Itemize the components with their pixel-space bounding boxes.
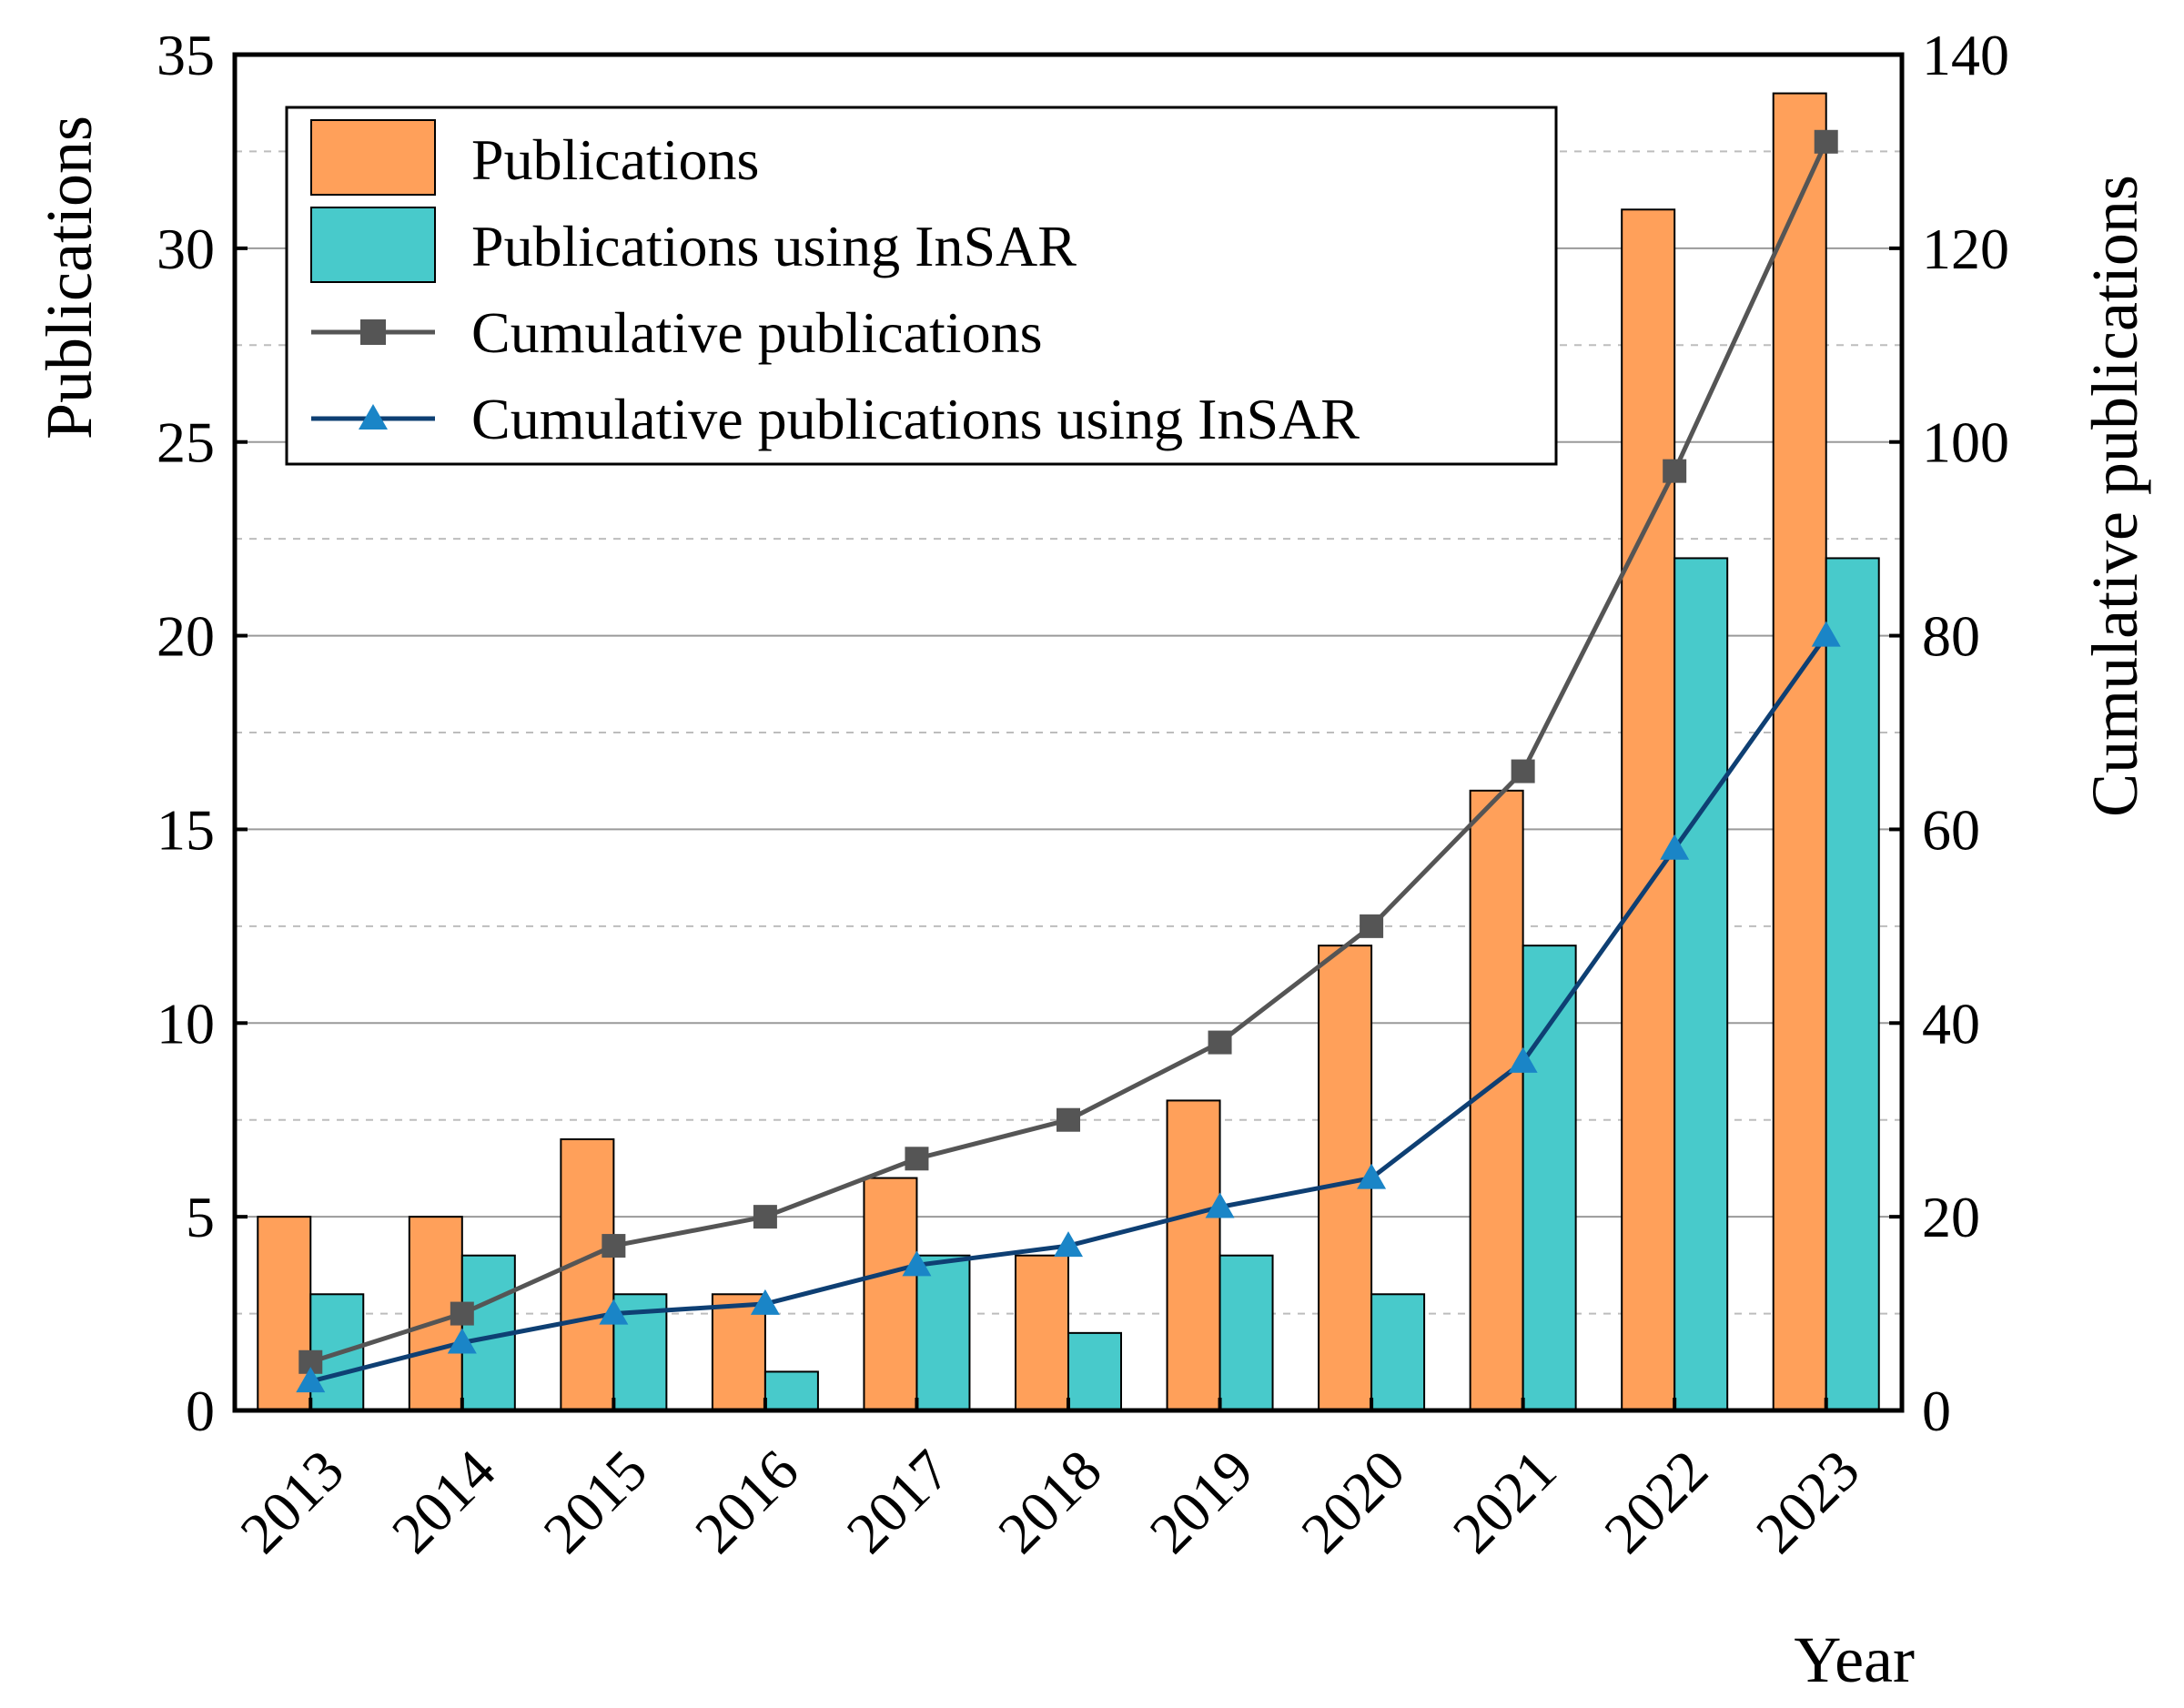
marker-cumulative-insar-2017 <box>902 1250 932 1277</box>
marker-cumulative-2019 <box>1208 1030 1232 1055</box>
y-tick-labels-left: 0 5 10 15 20 25 30 35 <box>157 23 215 1443</box>
bar-publications-insar-2016 <box>763 1370 819 1412</box>
bar-publications-2015 <box>560 1138 615 1411</box>
y-tick-label-left: 15 <box>157 797 215 862</box>
y-tick-label-left: 5 <box>186 1185 215 1249</box>
bar-publications-2022 <box>1621 208 1676 1411</box>
bar-publications-insar-2023 <box>1825 557 1880 1411</box>
legend-frame <box>285 106 1558 466</box>
marker-cumulative-2014 <box>450 1301 474 1326</box>
bar-publications-2023 <box>1772 92 1827 1412</box>
legend-label-publications-insar: Publications using InSAR <box>471 214 1077 278</box>
marker-cumulative-2016 <box>753 1205 777 1229</box>
legend-label-cumulative: Cumulative publications <box>471 300 1042 365</box>
x-tick-label-2016: 2016 <box>682 1438 811 1566</box>
bar-publications-insar-2020 <box>1370 1293 1426 1412</box>
marker-cumulative-2022 <box>1663 459 1687 483</box>
legend-swatch-publications <box>310 119 436 196</box>
marker-cumulative-insar-2023 <box>1811 621 1841 647</box>
x-tick-label-2022: 2022 <box>1592 1438 1720 1566</box>
legend-label-publications: Publications <box>471 127 759 192</box>
y-tick-label-left: 35 <box>157 23 215 87</box>
legend: Publications Publications using InSAR Cu… <box>285 106 1558 466</box>
marker-cumulative-2015 <box>602 1234 626 1258</box>
bars <box>257 92 1880 1412</box>
x-tick-labels: 2013 2014 2015 2016 2017 2018 2019 2020 2021 2022… <box>228 1438 1871 1566</box>
marker-cumulative-insar-2021 <box>1508 1046 1538 1073</box>
marker-cumulative-2018 <box>1057 1107 1080 1132</box>
x-tick-label-2015: 2015 <box>531 1438 660 1566</box>
x-tick-label-2023: 2023 <box>1744 1438 1872 1566</box>
x-tick-label-2021: 2021 <box>1441 1438 1569 1566</box>
x-tick-label-2014: 2014 <box>379 1438 508 1566</box>
marker-cumulative-2023 <box>1814 129 1838 154</box>
bar-publications-2017 <box>863 1177 918 1411</box>
marker-cumulative-insar-2018 <box>1054 1231 1083 1258</box>
marker-cumulative-insar-2016 <box>750 1289 780 1315</box>
y-tick-label-left: 10 <box>157 991 215 1056</box>
legend-marker-cumulative <box>360 319 386 345</box>
marker-cumulative-insar-2013 <box>296 1367 326 1393</box>
bar-publications-2019 <box>1166 1099 1221 1412</box>
y-tick-label-left: 25 <box>157 410 215 475</box>
y-tick-label-right: 100 <box>1922 410 2009 475</box>
bar-publications-insar-2022 <box>1673 557 1729 1411</box>
x-tick-label-2019: 2019 <box>1138 1438 1266 1566</box>
y-tick-label-right: 140 <box>1922 23 2009 87</box>
legend-label-cumulative-insar: Cumulative publications using InSAR <box>471 387 1360 451</box>
y-tick-label-right: 60 <box>1922 797 1980 862</box>
y-tick-labels-right: 0 20 40 60 80 100 120 140 <box>1922 23 2009 1443</box>
y-tick-label-right: 40 <box>1922 991 1980 1056</box>
y-tick-label-right: 0 <box>1922 1379 1951 1443</box>
legend-marker-cumulative-insar <box>359 404 388 430</box>
ticks <box>235 53 1902 1412</box>
y-tick-label-right: 80 <box>1922 604 1980 669</box>
marker-cumulative-insar-2020 <box>1357 1163 1387 1189</box>
marker-cumulative-2021 <box>1511 759 1535 783</box>
x-tick-label-2020: 2020 <box>1289 1438 1417 1566</box>
y-tick-label-left: 0 <box>186 1379 215 1443</box>
x-tick-label-2018: 2018 <box>986 1438 1114 1566</box>
bar-publications-2018 <box>1015 1254 1069 1411</box>
x-tick-label-2013: 2013 <box>228 1438 356 1566</box>
marker-cumulative-insar-2019 <box>1205 1192 1235 1218</box>
y-tick-label-right: 120 <box>1922 217 2009 281</box>
y-axis-title-left: Publications <box>33 116 106 440</box>
bar-publications-insar-2017 <box>915 1254 971 1411</box>
marker-cumulative-2020 <box>1360 914 1384 938</box>
bar-publications-insar-2021 <box>1522 945 1577 1411</box>
y-tick-label-right: 20 <box>1922 1185 1980 1249</box>
x-axis-title: Year <box>1794 1623 1915 1696</box>
marker-cumulative-insar-2022 <box>1660 834 1690 860</box>
bar-publications-2021 <box>1469 789 1524 1411</box>
marker-cumulative-insar-2015 <box>599 1299 629 1325</box>
marker-cumulative-insar-2014 <box>447 1328 477 1354</box>
x-tick-label-2017: 2017 <box>834 1438 963 1566</box>
y-tick-label-left: 20 <box>157 604 215 669</box>
legend-swatch-publications-insar <box>310 207 436 283</box>
bar-publications-insar-2019 <box>1218 1254 1274 1411</box>
lines <box>296 129 1841 1393</box>
marker-cumulative-2017 <box>905 1147 929 1171</box>
y-tick-label-left: 30 <box>157 217 215 281</box>
y-axis-title-right: Cumulative publications <box>2078 175 2151 817</box>
bar-publications-insar-2018 <box>1067 1331 1122 1412</box>
